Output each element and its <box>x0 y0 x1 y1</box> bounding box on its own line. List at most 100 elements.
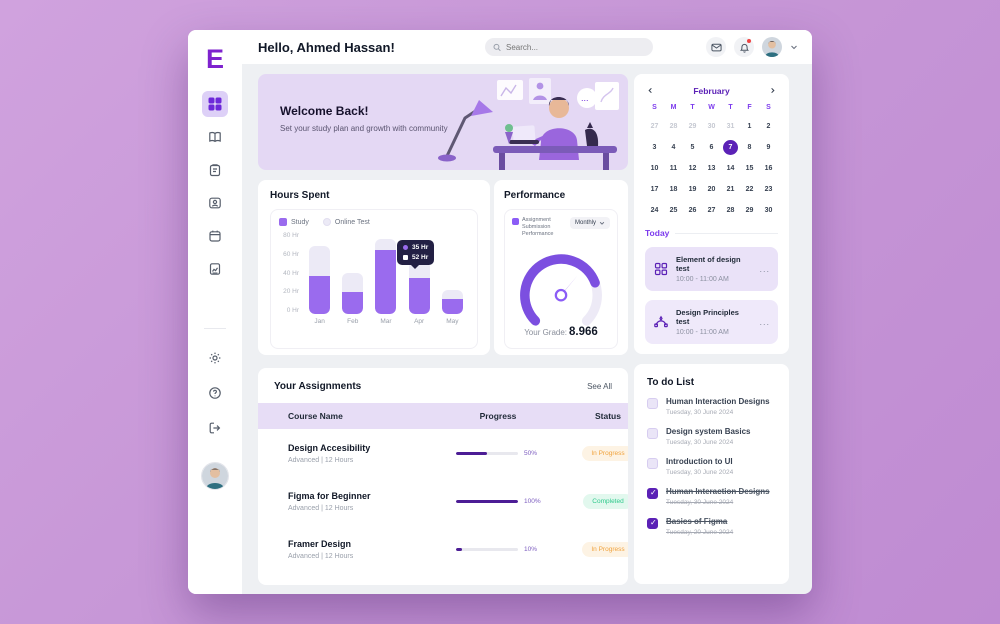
sidebar-divider <box>204 328 226 329</box>
calendar-day[interactable]: 10 <box>650 165 659 172</box>
calendar-day[interactable]: 15 <box>745 165 754 172</box>
calendar-day[interactable]: 30 <box>764 207 773 214</box>
legend-study-label: Study <box>291 218 309 226</box>
more-icon[interactable]: ... <box>759 263 770 274</box>
calendar-day[interactable]: 19 <box>688 186 697 193</box>
bar-total[interactable] <box>375 239 397 314</box>
sidebar-avatar[interactable] <box>201 462 229 490</box>
calendar-prev-button[interactable] <box>645 85 656 96</box>
todo-checkbox[interactable] <box>647 518 658 529</box>
sidebar-item-tasks[interactable] <box>202 157 228 183</box>
sidebar-item-dashboard[interactable] <box>202 91 228 117</box>
calendar-day[interactable]: 12 <box>688 165 697 172</box>
calendar-day[interactable]: 1 <box>747 123 752 130</box>
search-input[interactable] <box>506 42 645 52</box>
calendar-day[interactable]: 16 <box>764 165 773 172</box>
todo-card: To do List Human Interaction Designs Tue… <box>634 364 789 584</box>
calendar-day[interactable]: 4 <box>671 144 676 151</box>
sidebar-item-reports[interactable] <box>202 256 228 282</box>
search-bar[interactable] <box>484 38 653 56</box>
sidebar-item-profile[interactable] <box>202 190 228 216</box>
sidebar-item-settings[interactable] <box>202 345 228 371</box>
calendar-day[interactable]: 23 <box>764 186 773 193</box>
calendar-day[interactable]: 9 <box>766 144 771 151</box>
calendar-icon <box>209 230 221 242</box>
calendar-day[interactable]: 21 <box>726 186 735 193</box>
period-value: Monthly <box>574 220 596 226</box>
calendar-day[interactable]: 27 <box>650 123 659 130</box>
mail-button[interactable] <box>706 37 726 57</box>
sidebar-item-courses[interactable] <box>202 124 228 150</box>
calendar-day[interactable]: 13 <box>707 165 716 172</box>
day-name: T <box>690 104 695 111</box>
calendar-next-button[interactable] <box>767 85 778 96</box>
header-avatar[interactable] <box>762 37 782 57</box>
calendar-day[interactable]: 28 <box>669 123 678 130</box>
performance-gauge <box>520 253 602 326</box>
y-axis: 80 Hr 60 Hr 40 Hr 20 Hr 0 Hr <box>279 232 299 314</box>
notifications-button[interactable] <box>734 37 754 57</box>
calendar-day[interactable]: 20 <box>707 186 716 193</box>
calendar-day[interactable]: 29 <box>745 207 754 214</box>
todo-checkbox[interactable] <box>647 458 658 469</box>
todo-checkbox[interactable] <box>647 428 658 439</box>
sidebar-item-logout[interactable] <box>202 415 228 441</box>
day-name: W <box>708 104 715 111</box>
calendar-day[interactable]: 11 <box>669 165 678 172</box>
todo-item-date: Tuesday, 20 June 2024 <box>666 529 734 536</box>
calendar-day[interactable]: 7 <box>723 140 738 155</box>
period-dropdown[interactable]: Monthly <box>569 217 610 229</box>
chevron-down-icon[interactable] <box>790 43 798 51</box>
calendar-day[interactable]: 22 <box>745 186 754 193</box>
sidebar-item-schedule[interactable] <box>202 223 228 249</box>
bar-total[interactable] <box>309 246 331 314</box>
event-title: Design Principles test <box>676 308 739 326</box>
grade-value: 8.966 <box>569 325 598 338</box>
more-icon[interactable]: ... <box>759 316 770 327</box>
todo-item-title: Human Interaction Designs <box>666 397 770 406</box>
calendar-day[interactable]: 5 <box>690 144 695 151</box>
todo-checkbox[interactable] <box>647 398 658 409</box>
search-icon <box>493 43 501 51</box>
app-logo: E <box>205 44 224 74</box>
calendar-day[interactable]: 6 <box>709 144 714 151</box>
calendar-day[interactable]: 3 <box>652 144 657 151</box>
bar-total[interactable] <box>441 290 463 314</box>
hours-spent-card: Hours Spent Study Online Test 80 Hr 60 Hr… <box>258 180 490 355</box>
calendar-day[interactable]: 25 <box>669 207 678 214</box>
status-badge: In Progress <box>582 445 628 461</box>
bar-plot <box>303 232 469 314</box>
todo-item-date: Tuesday, 30 June 2024 <box>666 499 734 506</box>
todo-item-date: Tuesday, 30 June 2024 <box>666 469 734 476</box>
calendar-day[interactable]: 27 <box>707 207 716 214</box>
todo-item-title: Design system Basics <box>666 427 751 436</box>
todo-checkbox[interactable] <box>647 488 658 499</box>
calendar-day[interactable]: 26 <box>688 207 697 214</box>
bar-group <box>371 232 401 314</box>
sidebar-item-help[interactable] <box>202 380 228 406</box>
chart-tooltip: 35 Hr 52 Hr <box>397 240 435 269</box>
performance-legend-label: Assignment Submission Performance <box>522 217 554 237</box>
bar-total[interactable] <box>342 273 364 314</box>
course-meta: Advanced | 12 Hours <box>288 552 354 560</box>
calendar-day[interactable]: 31 <box>726 123 735 130</box>
bar-study <box>342 292 364 314</box>
todo-item-date: Tuesday, 30 June 2024 <box>666 439 734 446</box>
bar-total[interactable] <box>408 261 430 314</box>
calendar-day[interactable]: 8 <box>747 144 752 151</box>
clipboard-icon <box>209 164 221 177</box>
event-card: Design Principles test 10:00 - 11:00 AM … <box>645 300 778 344</box>
bar-study <box>309 276 331 314</box>
todo-item-title: Introduction to UI <box>666 457 733 466</box>
calendar-day[interactable]: 18 <box>669 186 678 193</box>
mail-icon <box>710 43 722 51</box>
app-window: E <box>188 30 812 594</box>
calendar-day[interactable]: 28 <box>726 207 735 214</box>
calendar-day[interactable]: 30 <box>707 123 716 130</box>
calendar-day[interactable]: 14 <box>726 165 735 172</box>
calendar-day[interactable]: 17 <box>650 186 659 193</box>
calendar-day[interactable]: 2 <box>766 123 771 130</box>
calendar-day[interactable]: 24 <box>650 207 659 214</box>
see-all-link[interactable]: See All <box>587 382 612 391</box>
calendar-day[interactable]: 29 <box>688 123 697 130</box>
